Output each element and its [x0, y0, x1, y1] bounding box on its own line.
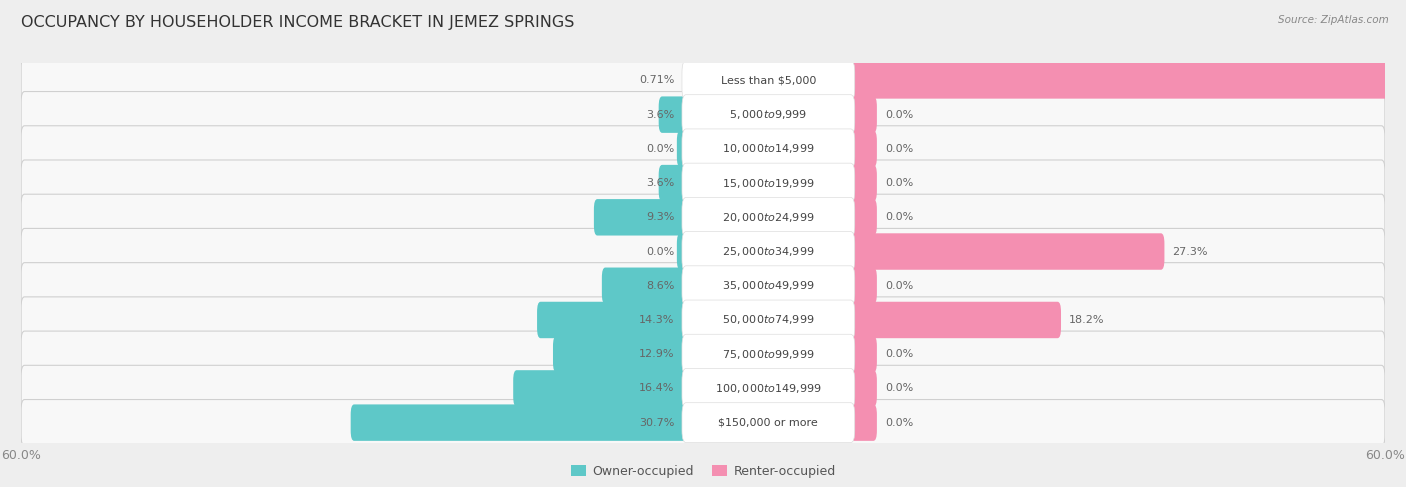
- FancyBboxPatch shape: [21, 92, 1385, 138]
- FancyBboxPatch shape: [676, 131, 689, 167]
- FancyBboxPatch shape: [848, 370, 877, 407]
- FancyBboxPatch shape: [682, 266, 855, 306]
- Text: $15,000 to $19,999: $15,000 to $19,999: [723, 177, 814, 189]
- Text: 0.0%: 0.0%: [647, 246, 675, 257]
- Text: 0.0%: 0.0%: [884, 281, 912, 291]
- Text: Source: ZipAtlas.com: Source: ZipAtlas.com: [1278, 15, 1389, 25]
- FancyBboxPatch shape: [848, 199, 877, 236]
- Text: 16.4%: 16.4%: [640, 383, 675, 393]
- FancyBboxPatch shape: [682, 369, 855, 408]
- Text: 9.3%: 9.3%: [647, 212, 675, 222]
- FancyBboxPatch shape: [682, 334, 855, 374]
- Text: 0.0%: 0.0%: [884, 144, 912, 154]
- FancyBboxPatch shape: [602, 267, 689, 304]
- Text: 0.71%: 0.71%: [640, 75, 675, 85]
- FancyBboxPatch shape: [682, 60, 855, 100]
- Text: 0.0%: 0.0%: [884, 110, 912, 120]
- Text: 12.9%: 12.9%: [640, 349, 675, 359]
- Text: 14.3%: 14.3%: [640, 315, 675, 325]
- Text: 3.6%: 3.6%: [647, 178, 675, 188]
- FancyBboxPatch shape: [682, 129, 855, 169]
- FancyBboxPatch shape: [553, 336, 689, 373]
- FancyBboxPatch shape: [682, 232, 855, 271]
- Text: $75,000 to $99,999: $75,000 to $99,999: [723, 348, 814, 361]
- Text: 0.0%: 0.0%: [647, 144, 675, 154]
- FancyBboxPatch shape: [848, 404, 877, 441]
- FancyBboxPatch shape: [513, 370, 689, 407]
- FancyBboxPatch shape: [21, 331, 1385, 377]
- FancyBboxPatch shape: [682, 163, 855, 203]
- FancyBboxPatch shape: [682, 197, 855, 237]
- FancyBboxPatch shape: [21, 262, 1385, 309]
- Text: 3.6%: 3.6%: [647, 110, 675, 120]
- FancyBboxPatch shape: [676, 233, 689, 270]
- FancyBboxPatch shape: [848, 131, 877, 167]
- FancyBboxPatch shape: [593, 199, 689, 236]
- Text: 27.3%: 27.3%: [1173, 246, 1208, 257]
- FancyBboxPatch shape: [21, 57, 1385, 104]
- FancyBboxPatch shape: [350, 404, 689, 441]
- Text: $20,000 to $24,999: $20,000 to $24,999: [723, 211, 814, 224]
- Text: $35,000 to $49,999: $35,000 to $49,999: [723, 279, 814, 292]
- Text: $5,000 to $9,999: $5,000 to $9,999: [730, 108, 807, 121]
- FancyBboxPatch shape: [682, 94, 855, 134]
- Text: $50,000 to $74,999: $50,000 to $74,999: [723, 314, 814, 326]
- Text: $100,000 to $149,999: $100,000 to $149,999: [716, 382, 821, 395]
- FancyBboxPatch shape: [21, 297, 1385, 343]
- FancyBboxPatch shape: [21, 194, 1385, 241]
- FancyBboxPatch shape: [21, 365, 1385, 412]
- FancyBboxPatch shape: [848, 233, 1164, 270]
- FancyBboxPatch shape: [682, 403, 855, 443]
- Legend: Owner-occupied, Renter-occupied: Owner-occupied, Renter-occupied: [565, 460, 841, 483]
- Text: Less than $5,000: Less than $5,000: [721, 75, 815, 85]
- FancyBboxPatch shape: [848, 165, 877, 201]
- Text: $150,000 or more: $150,000 or more: [718, 418, 818, 428]
- Text: 8.6%: 8.6%: [647, 281, 675, 291]
- Text: 18.2%: 18.2%: [1069, 315, 1105, 325]
- FancyBboxPatch shape: [848, 336, 877, 373]
- FancyBboxPatch shape: [658, 96, 689, 133]
- Text: 0.0%: 0.0%: [884, 178, 912, 188]
- Text: 30.7%: 30.7%: [640, 418, 675, 428]
- FancyBboxPatch shape: [21, 399, 1385, 446]
- FancyBboxPatch shape: [21, 126, 1385, 172]
- FancyBboxPatch shape: [848, 267, 877, 304]
- FancyBboxPatch shape: [537, 302, 689, 338]
- Text: 0.0%: 0.0%: [884, 212, 912, 222]
- Text: 0.0%: 0.0%: [884, 383, 912, 393]
- FancyBboxPatch shape: [682, 300, 855, 340]
- Text: OCCUPANCY BY HOUSEHOLDER INCOME BRACKET IN JEMEZ SPRINGS: OCCUPANCY BY HOUSEHOLDER INCOME BRACKET …: [21, 15, 575, 30]
- Text: $25,000 to $34,999: $25,000 to $34,999: [723, 245, 814, 258]
- Text: 0.0%: 0.0%: [884, 418, 912, 428]
- FancyBboxPatch shape: [848, 302, 1062, 338]
- Text: $10,000 to $14,999: $10,000 to $14,999: [723, 142, 814, 155]
- Text: 0.0%: 0.0%: [884, 349, 912, 359]
- FancyBboxPatch shape: [848, 96, 877, 133]
- FancyBboxPatch shape: [658, 165, 689, 201]
- FancyBboxPatch shape: [21, 228, 1385, 275]
- FancyBboxPatch shape: [21, 160, 1385, 206]
- FancyBboxPatch shape: [848, 62, 1406, 99]
